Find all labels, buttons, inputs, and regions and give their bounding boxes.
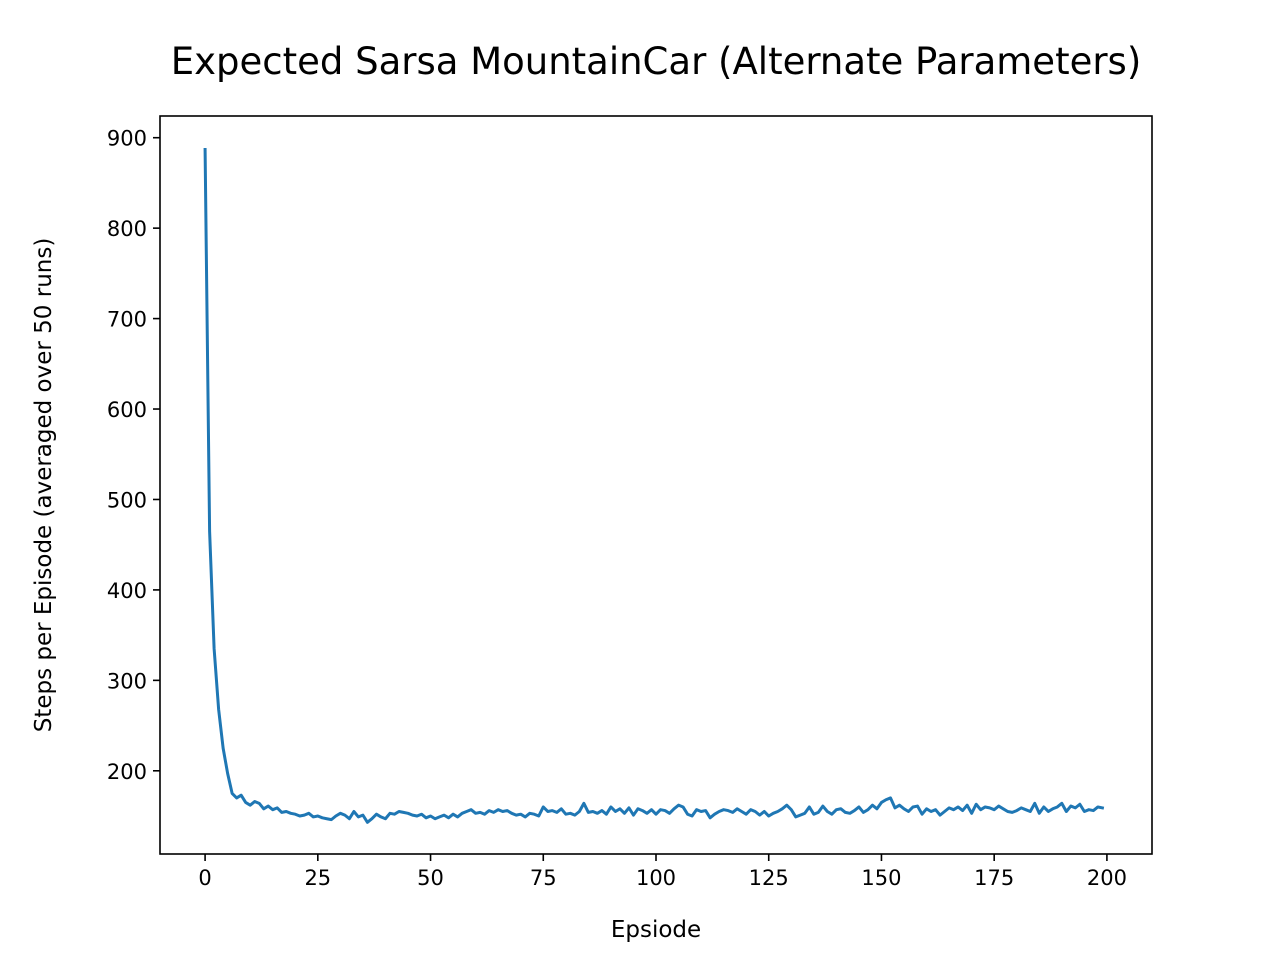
x-tick-label: 100 <box>636 866 676 890</box>
y-tick-label: 800 <box>107 217 147 241</box>
x-tick-label: 25 <box>304 866 331 890</box>
y-axis: 200 300 400 500 600 700 800 900 <box>107 127 160 784</box>
x-tick-label: 125 <box>749 866 789 890</box>
y-axis-label: Steps per Episode (averaged over 50 runs… <box>31 238 57 733</box>
y-tick-label: 600 <box>107 398 147 422</box>
x-tick-label: 175 <box>974 866 1014 890</box>
y-tick-label: 200 <box>107 760 147 784</box>
x-tick-label: 150 <box>861 866 901 890</box>
y-tick-label: 300 <box>107 669 147 693</box>
plot-area <box>159 115 1153 855</box>
x-tick-label: 75 <box>530 866 557 890</box>
y-tick-label: 900 <box>107 127 147 151</box>
y-tick-label: 500 <box>107 488 147 512</box>
x-axis-label: Epsiode <box>611 917 701 943</box>
x-tick-label: 200 <box>1087 866 1127 890</box>
x-axis: 0 25 50 75 100 125 150 175 200 <box>198 854 1127 890</box>
series-line-0 <box>203 147 1105 824</box>
x-tick-label: 0 <box>198 866 211 890</box>
y-tick-label: 400 <box>107 579 147 603</box>
x-tick-label: 50 <box>417 866 444 890</box>
chart-title: Expected Sarsa MountainCar (Alternate Pa… <box>171 40 1142 83</box>
y-tick-label: 700 <box>107 308 147 332</box>
axes-frame <box>159 115 1153 855</box>
